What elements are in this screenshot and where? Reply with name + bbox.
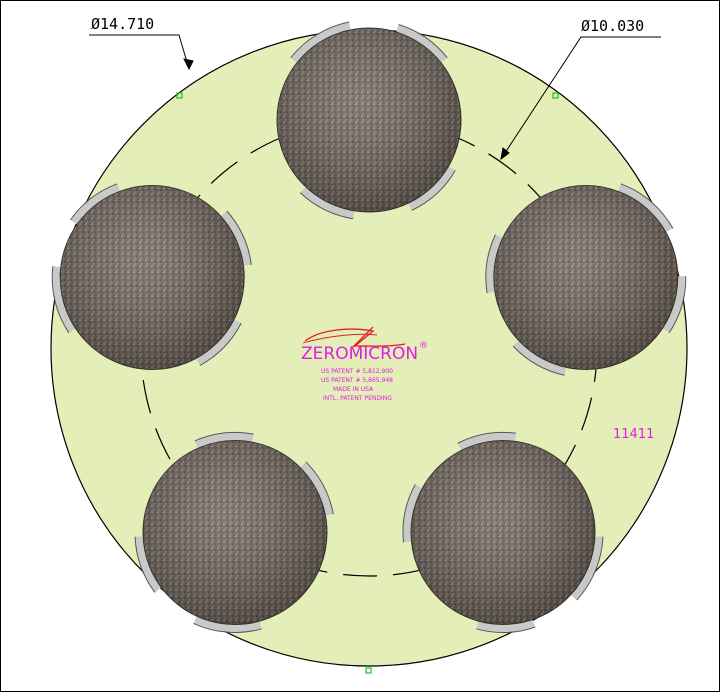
pad-clip-edge <box>226 210 252 265</box>
pad-clip <box>403 484 422 543</box>
pad-clip-edge <box>194 432 254 442</box>
pad-clip <box>70 184 120 225</box>
outer-dimension-leader <box>89 34 194 71</box>
pad-clip <box>300 187 355 219</box>
alignment-marker <box>176 92 183 99</box>
pad-group <box>51 21 687 633</box>
abrasive-pad <box>51 183 252 370</box>
alignment-marker <box>365 667 372 674</box>
pad-clip-edge <box>512 345 565 376</box>
pad-shading <box>277 28 461 212</box>
brand-name: ZEROMICRON <box>301 344 418 364</box>
pad-clip-edge <box>290 21 350 59</box>
zeromicron-logo: ZEROMICRON ® <box>301 326 428 364</box>
pad-shading <box>60 185 245 370</box>
pad-clip-edge <box>305 461 334 515</box>
pad-clip <box>194 432 254 448</box>
abrasive-pad <box>276 21 462 220</box>
pad-clip-edge <box>51 266 70 334</box>
pad-clip-edge <box>402 484 416 543</box>
pad-clip-edge <box>134 536 156 593</box>
pad-clip <box>193 616 262 632</box>
pad-clip <box>457 433 516 451</box>
pad-clip <box>408 166 455 210</box>
pad-clip <box>476 619 536 632</box>
patent-line: US PATENT # 5,865,948 <box>321 377 393 384</box>
pad-clip <box>571 536 603 600</box>
pad-clip-edge <box>476 626 536 633</box>
registered-mark: ® <box>419 341 428 351</box>
outer-diameter-label: Ø14.710 <box>91 15 154 33</box>
pad-clip <box>135 536 161 593</box>
pad-shading <box>143 440 327 625</box>
pad-clip <box>618 184 673 233</box>
part-number: 11411 <box>613 427 654 442</box>
patent-line: INTL. PATENT PENDING <box>323 395 392 402</box>
pad-clip <box>662 276 686 333</box>
pad-clip-edge <box>668 276 687 334</box>
pad-clip <box>396 24 447 63</box>
pad-clip-edge <box>398 24 448 59</box>
abrasive-pad <box>134 432 334 633</box>
pad-shading <box>493 185 678 370</box>
bolt-circle-diameter-label: Ø10.030 <box>581 17 644 35</box>
pad-clip <box>196 319 241 365</box>
pad-shading <box>411 440 595 625</box>
pad-clip-edge <box>299 192 354 220</box>
alignment-marker <box>552 92 559 99</box>
pad-clip-edge <box>193 622 262 633</box>
pad-clip <box>52 266 76 333</box>
pad-clip-edge <box>69 183 118 221</box>
bolt-circle-dimension-leader <box>500 36 661 161</box>
pad-clip <box>221 211 251 266</box>
patent-line: MADE IN USA <box>333 386 374 393</box>
pad-clip-edge <box>457 431 517 444</box>
pad-clip <box>513 340 567 375</box>
pad-clip-edge <box>485 234 496 294</box>
pad-clip-edge <box>411 170 456 211</box>
abrasive-pad <box>402 431 604 633</box>
pad-clip-edge <box>199 322 242 366</box>
pad-clip-edge <box>576 536 604 601</box>
pad-clip <box>300 462 333 516</box>
pad-clip-edge <box>620 183 674 229</box>
patent-line: US PATENT # 5,812,900 <box>321 368 393 375</box>
pad-clip <box>486 234 503 293</box>
pad-clip <box>291 22 351 63</box>
abrasive-pad <box>485 183 687 376</box>
